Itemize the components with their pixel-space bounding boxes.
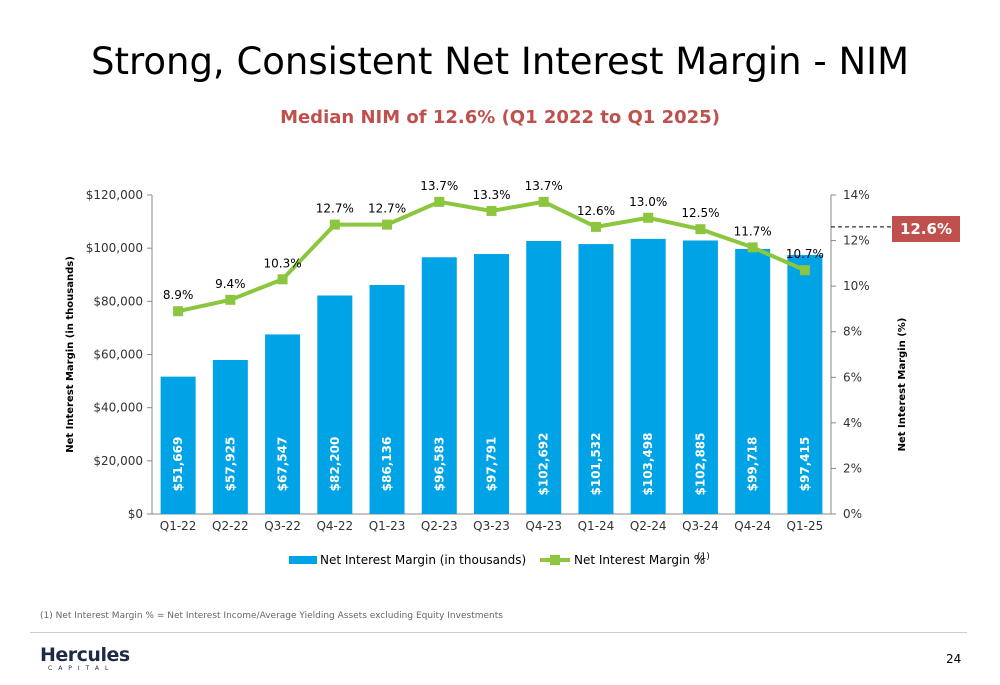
line-value-label: 12.7% <box>368 202 406 216</box>
y2-tick-label: 8% <box>843 325 862 339</box>
line-point <box>538 196 549 207</box>
bar-value-label: $99,718 <box>746 437 760 492</box>
line-value-label: 12.6% <box>577 204 615 218</box>
x-tick-label: Q1-24 <box>578 519 615 533</box>
y-tick-label: $0 <box>128 507 143 521</box>
line-point <box>277 274 288 285</box>
line-point <box>382 219 393 230</box>
bar <box>212 360 248 514</box>
y2-tick-label: 0% <box>843 507 862 521</box>
bar-value-label: $86,136 <box>380 437 394 492</box>
line-point <box>225 294 236 305</box>
y-tick-label: $120,000 <box>86 188 143 202</box>
legend-line-label: Net Interest Margin % <box>574 553 705 567</box>
y2-tick-label: 2% <box>843 461 862 475</box>
y2-tick-label: 14% <box>843 188 870 202</box>
nim-chart: $0 $20,000 $40,000 $60,000 $80,000 $100,000 $1… <box>65 179 908 567</box>
line-value-label: 12.7% <box>316 202 354 216</box>
bar <box>160 376 196 514</box>
bar <box>682 240 718 514</box>
bar-value-label: $102,692 <box>537 432 551 495</box>
bar <box>735 248 771 514</box>
bar <box>421 257 457 514</box>
x-tick-label: Q2-23 <box>421 519 458 533</box>
bar <box>526 241 562 514</box>
bar <box>474 254 509 514</box>
line-value-label: 13.3% <box>472 188 510 202</box>
bar-value-label: $57,925 <box>223 437 237 492</box>
legend-bar-label: Net Interest Margin (in thousands) <box>320 553 526 567</box>
bar <box>369 285 405 514</box>
x-tick-label: Q4-24 <box>734 519 771 533</box>
line-point <box>329 219 340 230</box>
bar-value-label: $67,547 <box>276 437 290 492</box>
company-logo: Hercules CAPITAL <box>40 645 130 675</box>
bar <box>578 244 614 514</box>
bar <box>317 295 353 514</box>
y2-tick-label: 4% <box>843 416 862 430</box>
median-badge: 12.6% <box>892 216 960 242</box>
legend-bar-swatch <box>289 556 317 564</box>
line-value-label: 12.5% <box>681 206 719 220</box>
y-tick-label: $60,000 <box>93 348 143 362</box>
x-tick-label: Q1-23 <box>369 519 406 533</box>
x-tick-label: Q4-22 <box>316 519 353 533</box>
logo-subtext: CAPITAL <box>48 665 115 672</box>
line-value-label: 11.7% <box>734 224 772 238</box>
y-axis-title: Net Interest Margin (in thousands) <box>65 256 76 453</box>
bar <box>265 334 301 514</box>
legend-line-footnote-ref: (1) <box>697 552 710 562</box>
footer-divider <box>30 632 967 633</box>
line-value-label: 10.3% <box>264 256 302 270</box>
bar-value-label: $51,669 <box>171 437 185 492</box>
x-tick-label: Q3-23 <box>473 519 510 533</box>
page-number: 24 <box>946 652 962 666</box>
x-tick-label: Q3-24 <box>682 519 719 533</box>
y-tick-label: $80,000 <box>93 294 143 308</box>
line-point <box>799 265 810 276</box>
line-value-label: 10.7% <box>786 247 824 261</box>
x-tick-label: Q1-25 <box>787 519 824 533</box>
y-tick-label: $20,000 <box>93 454 143 468</box>
y-tick-label: $100,000 <box>86 241 143 255</box>
bar-value-label: $97,415 <box>798 437 812 492</box>
line-point <box>434 196 445 207</box>
line-point <box>643 212 654 223</box>
bar-value-label: $101,532 <box>589 432 603 495</box>
bar-value-label: $102,885 <box>693 432 707 495</box>
bar-value-label: $103,498 <box>641 432 655 495</box>
line-value-label: 9.4% <box>215 277 246 291</box>
line-value-label: 13.0% <box>629 195 667 209</box>
bar-value-label: $97,791 <box>485 437 499 492</box>
line-point <box>486 205 497 216</box>
y2-axis-title: Net Interest Margin (%) <box>897 318 908 452</box>
bar <box>787 255 823 514</box>
bar <box>630 238 666 515</box>
x-tick-label: Q3-22 <box>264 519 301 533</box>
footnote: (1) Net Interest Margin % = Net Interest… <box>40 611 503 621</box>
y2-tick-label: 10% <box>843 279 870 293</box>
line-point <box>747 242 758 253</box>
page-title: Strong, Consistent Net Interest Margin -… <box>90 40 910 83</box>
x-tick-label: Q2-22 <box>212 519 249 533</box>
line-value-label: 13.7% <box>420 179 458 193</box>
logo-text: Hercules <box>40 644 130 666</box>
bar-value-label: $82,200 <box>328 437 342 492</box>
y2-tick-label: 6% <box>843 370 862 384</box>
y2-tick-label: 12% <box>843 234 870 248</box>
bar-value-label: $96,583 <box>432 437 446 492</box>
x-tick-label: Q4-23 <box>525 519 562 533</box>
legend-line-marker <box>550 555 560 565</box>
y-tick-label: $40,000 <box>93 401 143 415</box>
x-tick-label: Q1-22 <box>160 519 197 533</box>
line-point <box>695 224 706 235</box>
line-value-label: 13.7% <box>525 179 563 193</box>
line-value-label: 8.9% <box>163 288 194 302</box>
page-subtitle: Median NIM of 12.6% (Q1 2022 to Q1 2025) <box>280 107 720 128</box>
line-point <box>590 221 601 232</box>
x-tick-label: Q2-24 <box>630 519 667 533</box>
line-point <box>173 306 184 317</box>
